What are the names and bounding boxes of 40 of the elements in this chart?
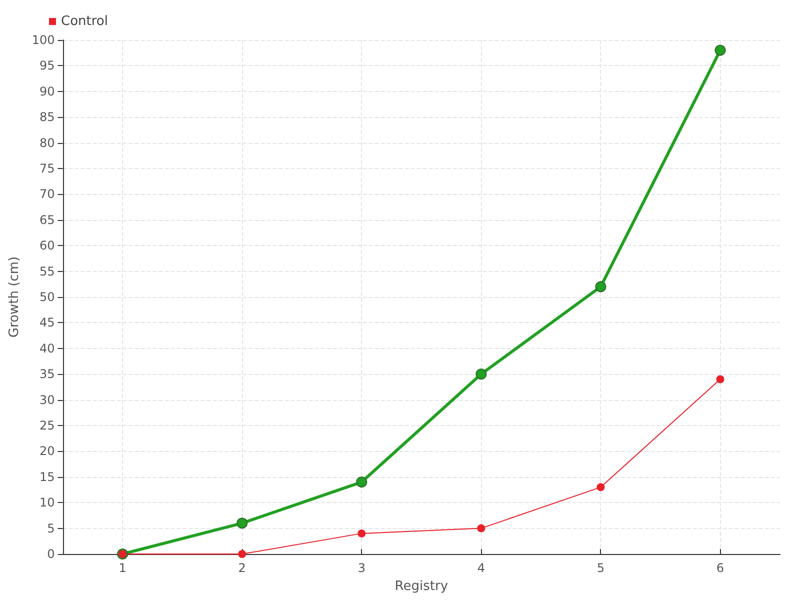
- point: [358, 529, 366, 538]
- x-tick-label: 2: [238, 561, 246, 575]
- point: [716, 375, 724, 384]
- y-tick-label: 90: [40, 84, 55, 98]
- y-tick-label: 45: [40, 316, 55, 330]
- y-tick-label: 55: [40, 264, 55, 278]
- y-tick-label: 100: [32, 33, 55, 47]
- x-tick-label: 4: [477, 561, 485, 575]
- legend-label: Control: [61, 14, 108, 29]
- y-tick-label: 40: [40, 341, 55, 356]
- y-tick-label: 0: [47, 547, 55, 561]
- x-axis-title: Registry: [394, 579, 448, 594]
- point: [236, 518, 248, 529]
- y-tick-label: 50: [40, 290, 55, 304]
- y-tick-label: 15: [40, 470, 55, 484]
- y-tick-label: 60: [40, 238, 55, 253]
- y-tick-label: 20: [40, 444, 55, 458]
- x-tick-label: 1: [118, 561, 126, 575]
- y-tick-label: 95: [40, 58, 55, 73]
- y-tick-label: 65: [40, 212, 55, 227]
- x-tick-label: 5: [596, 561, 605, 575]
- y-tick-label: 25: [40, 418, 55, 432]
- y-tick-label: 85: [40, 110, 55, 124]
- point: [477, 524, 486, 532]
- x-tick-label: 3: [358, 561, 366, 575]
- point: [476, 368, 487, 380]
- y-tick-label: 75: [40, 162, 55, 176]
- y-tick-label: 35: [40, 367, 55, 382]
- y-tick-label: 80: [40, 136, 55, 150]
- y-tick-label: 5: [47, 521, 55, 536]
- y-tick-label: 10: [40, 496, 55, 510]
- point: [714, 44, 726, 56]
- point: [238, 550, 246, 558]
- y-tick-label: 70: [40, 187, 55, 202]
- y-axis-title: Growth (cm): [7, 256, 22, 338]
- point: [596, 483, 605, 492]
- y-tick-label: 30: [40, 392, 55, 407]
- point: [356, 476, 368, 488]
- x-tick-label: 6: [716, 561, 724, 575]
- point: [595, 281, 606, 292]
